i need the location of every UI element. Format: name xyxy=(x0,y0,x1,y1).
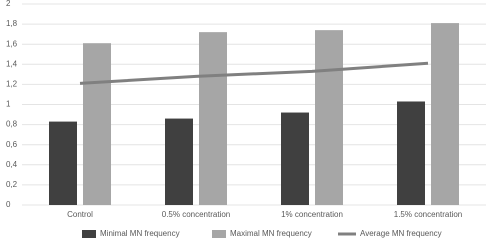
legend-swatch xyxy=(212,230,226,238)
y-tick-label: 1,8 xyxy=(6,19,18,28)
legend-label: Minimal MN frequency xyxy=(100,229,180,238)
y-tick-label: 1,2 xyxy=(6,80,18,89)
bar xyxy=(315,30,343,205)
legend-label: Maximal MN frequency xyxy=(230,229,312,238)
y-tick-label: 0,4 xyxy=(6,160,18,169)
legend-label: Average MN frequency xyxy=(360,229,442,238)
x-tick-label: 1.5% concentration xyxy=(394,210,463,219)
x-tick-label: 0.5% concentration xyxy=(162,210,231,219)
legend-swatch xyxy=(82,230,96,238)
bar xyxy=(199,32,227,205)
y-tick-label: 2 xyxy=(6,0,11,8)
y-tick-label: 0,2 xyxy=(6,180,18,189)
y-tick-label: 1 xyxy=(6,100,11,109)
y-tick-label: 0 xyxy=(6,200,11,209)
bar xyxy=(281,112,309,205)
y-tick-label: 1,6 xyxy=(6,39,18,48)
bar xyxy=(397,101,425,205)
line xyxy=(79,61,429,85)
bar xyxy=(49,121,77,205)
y-tick-label: 1,4 xyxy=(6,59,18,68)
bar xyxy=(431,23,459,205)
bar xyxy=(165,118,193,205)
y-tick-label: 0,8 xyxy=(6,120,18,129)
x-tick-label: Control xyxy=(67,210,93,219)
y-tick-label: 0,6 xyxy=(6,140,18,149)
bar xyxy=(83,43,111,205)
x-tick-label: 1% concentration xyxy=(281,210,343,219)
